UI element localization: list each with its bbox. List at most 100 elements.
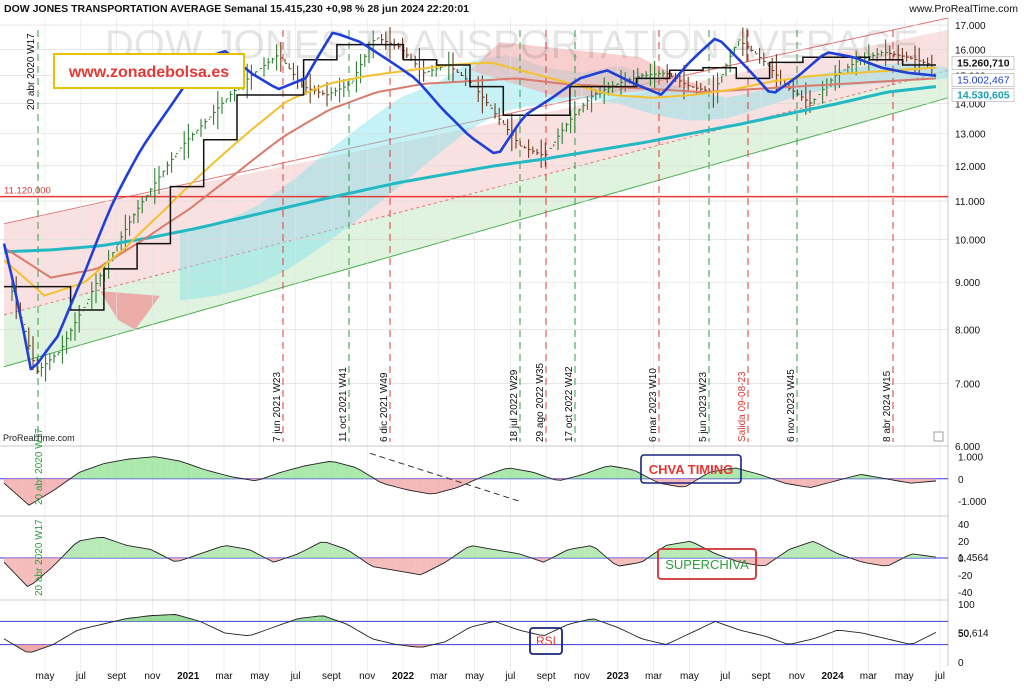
superchiva-area	[221, 546, 227, 558]
chva-area	[336, 462, 342, 479]
x-tick-label: sept	[752, 671, 771, 682]
superchiva-area	[578, 547, 584, 558]
chva-area	[323, 461, 329, 478]
chva-area	[167, 459, 173, 479]
superchiva-area	[373, 558, 379, 568]
superchiva-area	[801, 543, 807, 558]
superchiva-area	[760, 558, 766, 566]
rsi-tick-label: 100	[958, 600, 975, 611]
superchiva-area	[397, 558, 403, 572]
vertical-marker-label: 8 abr 2024 W15	[882, 370, 893, 442]
superchiva-area	[238, 548, 244, 558]
chva-area	[160, 458, 166, 479]
chva-label: CHVA TIMING	[649, 462, 734, 477]
x-tick-label: sept	[537, 671, 556, 682]
superchiva-area	[127, 545, 133, 558]
superchiva-area	[666, 544, 672, 558]
x-tick-label: sept	[322, 671, 341, 682]
x-tick-label: may	[680, 671, 699, 682]
chva-area	[348, 465, 354, 478]
y-tick-label: 17.000	[955, 21, 986, 32]
x-tick-label: may	[895, 671, 914, 682]
superchiva-area	[379, 558, 385, 569]
vertical-marker-label: 29 ago 2022 W35	[535, 363, 546, 442]
superchiva-area	[672, 543, 678, 558]
superchiva-marker-label: 20 abr 2020 W17	[34, 519, 45, 596]
superchiva-area	[86, 539, 92, 558]
vertical-marker-label: 11 oct 2021 W41	[338, 367, 349, 442]
x-tick-label: nov	[359, 671, 375, 682]
chva-area	[104, 462, 110, 478]
footer-source: ProRealTime.com	[3, 433, 75, 443]
superchiva-area	[133, 546, 139, 558]
y-tick-label: 8.000	[955, 326, 980, 337]
chva-area	[342, 464, 348, 479]
chva-area	[417, 479, 423, 493]
superchiva-area	[385, 558, 391, 570]
superchiva-tick-label: 40	[958, 520, 970, 531]
rsi-overbought-area	[147, 616, 153, 622]
y-tick-label: 16.000	[955, 46, 986, 57]
chart-title: DOW JONES TRANSPORTATION AVERAGE Semanal…	[4, 3, 469, 15]
x-tick-label: 2022	[392, 671, 415, 682]
rsi-label: RSI	[536, 634, 556, 648]
source-label: www.ProRealTime.com	[908, 3, 1018, 15]
superchiva-label: SUPERCHIVA	[665, 557, 749, 572]
rsi-last-value: 50,614	[958, 629, 989, 640]
vertical-marker-label: 6 nov 2023 W45	[786, 369, 797, 442]
rsi-overbought-area	[169, 614, 175, 621]
chva-area	[179, 461, 185, 479]
x-tick-label: nov	[789, 671, 805, 682]
rsi-overbought-area	[164, 615, 170, 622]
chva-tick-label: 1.000	[958, 453, 983, 464]
marker-top-left-label: 20 abr 2020 W17	[26, 33, 37, 110]
superchiva-area	[491, 549, 497, 558]
x-tick-label: jul	[504, 671, 515, 682]
rsi-tick-label: 0	[958, 658, 964, 669]
superchiva-area	[403, 558, 409, 573]
superchiva-area	[479, 547, 485, 558]
x-tick-label: jul	[290, 671, 301, 682]
chva-area	[436, 479, 442, 494]
chva-area	[404, 479, 410, 491]
price-tag-label: 15.260,710	[957, 58, 1010, 70]
chva-area	[423, 479, 429, 494]
y-tick-label: 7.000	[955, 380, 980, 391]
superchiva-area	[115, 541, 121, 558]
superchiva-tick-label: -40	[958, 588, 973, 599]
superchiva-area	[227, 546, 233, 558]
chva-area	[110, 461, 116, 479]
chva-area	[154, 457, 160, 479]
y-tick-label: 11.000	[955, 197, 985, 208]
chva-area	[429, 479, 435, 494]
chva-area	[611, 466, 617, 479]
x-tick-label: 2023	[607, 671, 630, 682]
x-tick-label: sept	[107, 671, 126, 682]
superchiva-area	[98, 537, 104, 558]
superchiva-area	[485, 548, 491, 558]
chva-area	[117, 460, 123, 479]
x-tick-label: may	[250, 671, 269, 682]
superchiva-area	[883, 558, 889, 566]
x-tick-label: may	[36, 671, 55, 682]
chva-area	[148, 457, 154, 479]
superchiva-area	[145, 548, 151, 558]
chva-tick-label: -1.000	[958, 497, 987, 508]
superchiva-tick-label: 20	[958, 537, 970, 548]
chva-area	[617, 467, 623, 479]
superchiva-area	[807, 541, 813, 558]
support-level-label: 11.120,000	[4, 186, 51, 197]
chva-area	[298, 466, 304, 479]
x-tick-label: mar	[860, 671, 878, 682]
superchiva-area	[467, 546, 473, 558]
chva-area	[623, 468, 629, 479]
vertical-marker-label: 17 oct 2022 W42	[564, 366, 575, 442]
chva-area	[142, 457, 148, 479]
x-tick-label: 2021	[177, 671, 200, 682]
chva-area	[442, 479, 448, 492]
chva-area	[135, 458, 141, 479]
vertical-marker-label: 6 dic 2021 W49	[379, 372, 390, 442]
superchiva-area	[139, 547, 145, 558]
vertical-marker-label: 5 jun 2023 W23	[698, 372, 709, 442]
